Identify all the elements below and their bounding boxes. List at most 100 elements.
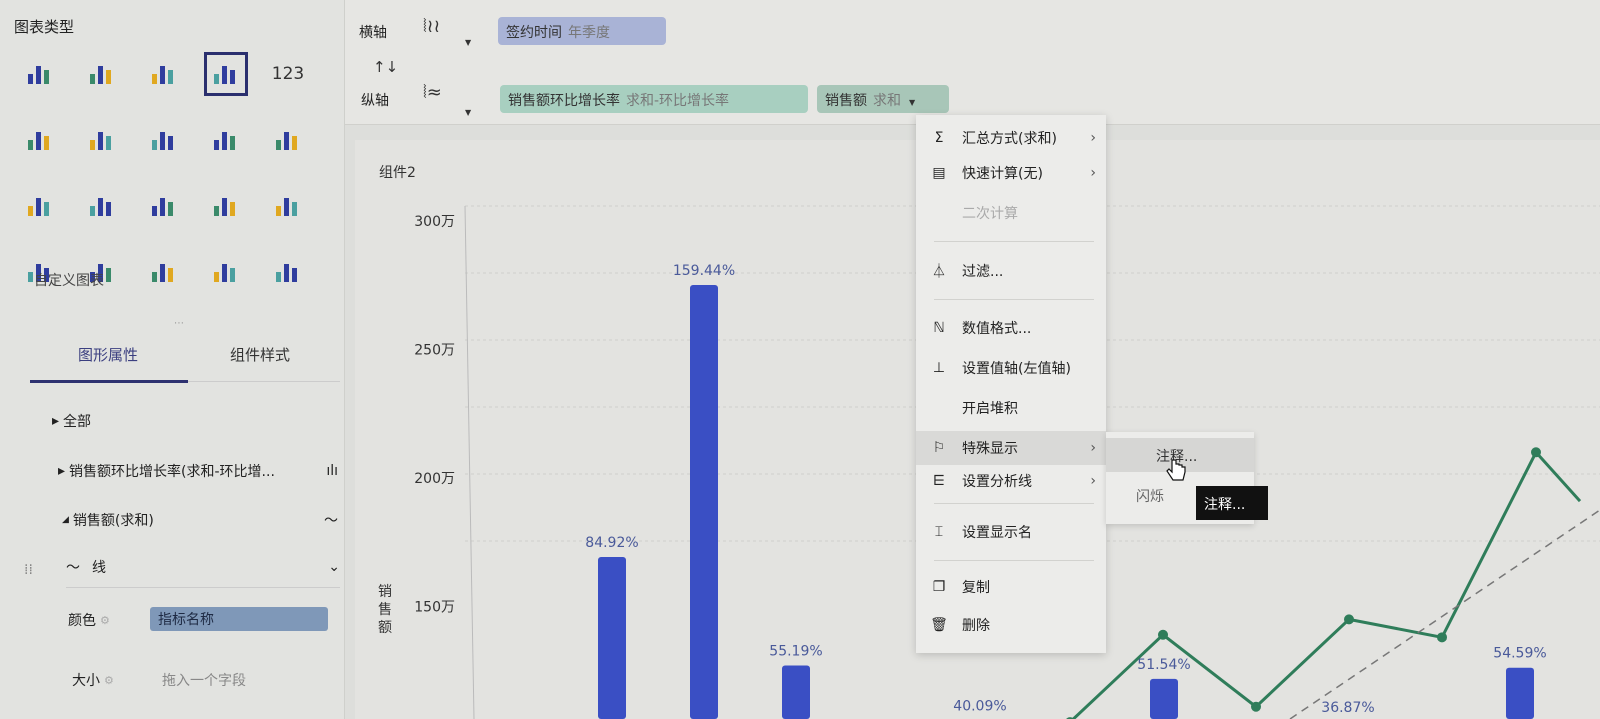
- analysis-line-icon: ⋿: [932, 473, 946, 489]
- swap-axes-icon[interactable]: ↑↓: [373, 58, 399, 76]
- chevron-down-icon: ⌄: [328, 559, 340, 575]
- menu-item-10[interactable]: ❐ 复制: [916, 570, 1106, 604]
- cross-table-icon[interactable]: [80, 52, 124, 96]
- chevron-right-icon: ›: [1090, 473, 1096, 489]
- line-chart-icon: 〜: [324, 513, 338, 529]
- mark-type-select[interactable]: 〜线 ⌄: [66, 557, 340, 588]
- y-axis-sort-icon[interactable]: ⦚≈: [423, 82, 442, 103]
- area-chart-icon[interactable]: [204, 184, 248, 228]
- gear-icon: ⚙: [100, 613, 110, 627]
- menu-item-8[interactable]: ⋿ 设置分析线 ›: [916, 464, 1106, 498]
- menu-item-11[interactable]: 🗑 删除: [916, 608, 1106, 642]
- x-axis-label: 横轴: [359, 25, 387, 41]
- menu-item-5[interactable]: ⊥ 设置值轴(左值轴): [916, 351, 1106, 385]
- y-axis-title: 销售额: [378, 584, 392, 636]
- menu-item-3[interactable]: ⏃ 过滤...: [916, 254, 1106, 288]
- bubble-chart-icon[interactable]: [266, 250, 310, 294]
- chevron-right-icon: ›: [1090, 130, 1096, 146]
- gauge-icon[interactable]: [266, 184, 310, 228]
- x-field-pill[interactable]: 签约时间 年季度: [498, 17, 666, 45]
- y-tick-label: 200万: [414, 471, 455, 487]
- rose-chart-icon[interactable]: [80, 250, 124, 294]
- scatter-chart-icon[interactable]: [204, 250, 248, 294]
- y-axis-label: 纵轴: [361, 93, 389, 109]
- resize-handle[interactable]: ⋯: [174, 318, 185, 329]
- y-field-pill-growth[interactable]: 销售额环比增长率 求和-环比增长率: [500, 85, 808, 113]
- menu-item-0[interactable]: Σ 汇总方式(求和) ›: [916, 121, 1106, 155]
- calculator-icon: ▤: [932, 165, 946, 181]
- bar-data-label: 159.44%: [673, 263, 735, 279]
- menu-divider: [934, 503, 1094, 504]
- globe-chart-icon[interactable]: [142, 250, 186, 294]
- dropdown-caret-icon[interactable]: ▼: [465, 38, 472, 47]
- menu-item-label: 设置值轴(左值轴): [962, 361, 1071, 377]
- size-drop-zone[interactable]: 拖入一个字段: [162, 673, 246, 689]
- bar: [598, 557, 626, 719]
- rename-icon: ⌶: [934, 524, 944, 540]
- stacked-column-icon[interactable]: [18, 118, 62, 162]
- dropdown-caret-icon[interactable]: ▼: [909, 98, 916, 107]
- tooltip: 注释...: [1196, 486, 1268, 520]
- menu-item-label: 二次计算: [962, 206, 1018, 222]
- line-point: [1251, 701, 1261, 712]
- line-chart-icon[interactable]: [18, 184, 62, 228]
- line-point: [1344, 614, 1354, 625]
- line-mark-icon: 〜: [66, 560, 80, 576]
- menu-item-4[interactable]: ℕ 数值格式...: [916, 311, 1106, 345]
- collapse-arrow-icon: ◢: [62, 515, 69, 525]
- size-label: 大小 ⚙: [72, 673, 114, 689]
- bar-data-label: 54.59%: [1493, 646, 1546, 662]
- menu-item-label: 复制: [962, 580, 990, 596]
- bar-chart-icon[interactable]: [204, 118, 248, 162]
- line-point: [1437, 632, 1447, 643]
- menu-item-label: 过滤...: [962, 264, 1004, 280]
- detail-table-icon[interactable]: [142, 52, 186, 96]
- menu-item-2: 二次计算: [916, 196, 1106, 230]
- color-label: 颜色 ⚙: [68, 613, 110, 629]
- tab-component-style[interactable]: 组件样式: [230, 346, 291, 364]
- custom-chart-label[interactable]: 自定义图表: [34, 273, 104, 289]
- menu-item-label: 数值格式...: [962, 321, 1032, 337]
- multi-series-column-icon[interactable]: [142, 118, 186, 162]
- tree-item-line-series[interactable]: ◢ 销售额(求和) 〜: [62, 510, 338, 530]
- x-axis-sort-icon[interactable]: ⦚≀≀: [423, 16, 441, 37]
- y-tick-label: 150万: [414, 600, 455, 616]
- map-icon[interactable]: [142, 184, 186, 228]
- pie-chart-icon[interactable]: [18, 250, 62, 294]
- bar: [1150, 678, 1178, 719]
- tab-graphic-properties[interactable]: 图形属性: [78, 346, 139, 364]
- chart-type-title: 图表类型: [14, 18, 75, 36]
- dropdown-caret-icon[interactable]: ▼: [465, 108, 472, 117]
- bar: [782, 665, 810, 719]
- menu-item-9[interactable]: ⌶ 设置显示名: [916, 515, 1106, 549]
- y-tick-label: 250万: [414, 343, 455, 359]
- bar-data-label: 84.92%: [585, 535, 638, 551]
- menu-item-7[interactable]: ⚐ 特殊显示 ›: [916, 431, 1106, 465]
- tree-item-bar-series[interactable]: ▸ 销售额环比增长率(求和-环比增... ılı: [58, 463, 338, 480]
- tree-item-all[interactable]: ▸ 全部: [52, 413, 92, 430]
- menu-item-label: 设置显示名: [962, 525, 1032, 541]
- y-tick-label: 300万: [414, 214, 455, 230]
- kpi-number-icon[interactable]: 123: [271, 64, 305, 84]
- range-column-icon[interactable]: [266, 118, 310, 162]
- drag-handle-icon[interactable]: ⁞⁞: [24, 562, 33, 578]
- submenu-item-blink[interactable]: 闪烁: [1136, 489, 1164, 505]
- radar-chart-icon[interactable]: [80, 184, 124, 228]
- menu-item-6[interactable]: 开启堆积: [916, 391, 1106, 425]
- menu-item-1[interactable]: ▤ 快速计算(无) ›: [916, 156, 1106, 190]
- chevron-right-icon: ›: [1090, 165, 1096, 181]
- value-axis-icon: ⊥: [932, 360, 946, 376]
- grouped-table-icon[interactable]: [18, 52, 62, 96]
- sigma-icon: Σ: [934, 130, 944, 146]
- expand-arrow-icon: ▸: [58, 463, 66, 479]
- custom-chart-icon[interactable]: [204, 52, 248, 96]
- color-field-pill[interactable]: 指标名称: [150, 607, 328, 631]
- bar-data-label: 51.54%: [1137, 657, 1190, 673]
- axis-shelf: 横轴 ⦚≀≀ ▼ ↑↓ 纵轴 ⦚≈ ▼ 签约时间 年季度 销售额环比增长率 求和-环…: [345, 0, 1600, 125]
- menu-item-label: 设置分析线: [962, 474, 1032, 490]
- y-field-pill-sales[interactable]: 销售额 求和 ▼: [817, 85, 949, 113]
- grouped-column-icon[interactable]: [80, 118, 124, 162]
- menu-divider: [934, 560, 1094, 561]
- chevron-right-icon: ›: [1090, 440, 1096, 456]
